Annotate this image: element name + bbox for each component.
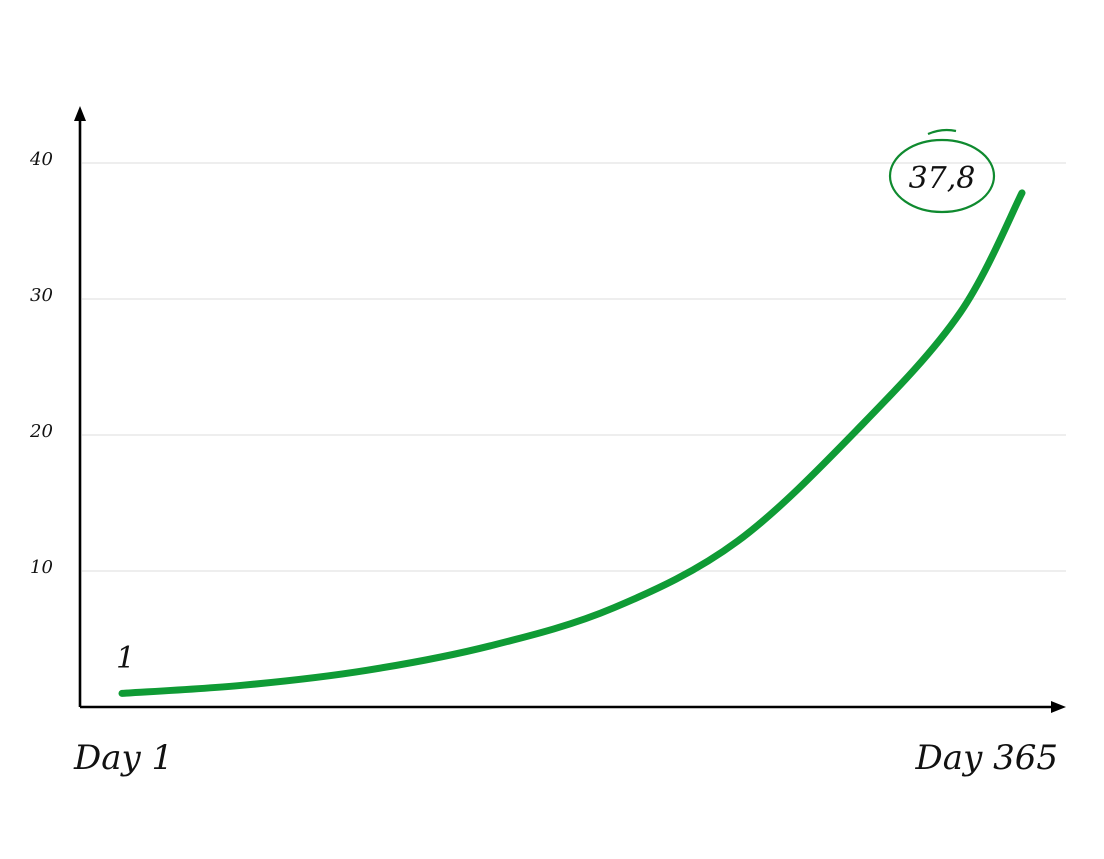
x-end-label: Day 365 <box>915 738 1058 778</box>
series-line <box>118 189 1026 697</box>
x-start-label: Day 1 <box>73 738 173 778</box>
y-tick-label: 30 <box>30 285 53 306</box>
end-value-label: 37,8 <box>909 161 976 196</box>
y-tick-label: 10 <box>30 557 53 578</box>
end-value-highlight-circle <box>888 138 996 214</box>
end-value-highlight-stroke <box>927 128 957 136</box>
y-tick-label: 20 <box>29 421 53 442</box>
start-value-label: 1 <box>116 641 135 676</box>
x-axis-arrowhead <box>1051 701 1066 713</box>
y-axis-arrowhead <box>74 106 86 121</box>
grid-lines <box>82 162 1066 572</box>
y-tick-labels: 10 20 30 40 <box>29 149 53 578</box>
y-tick-label: 40 <box>29 149 53 170</box>
